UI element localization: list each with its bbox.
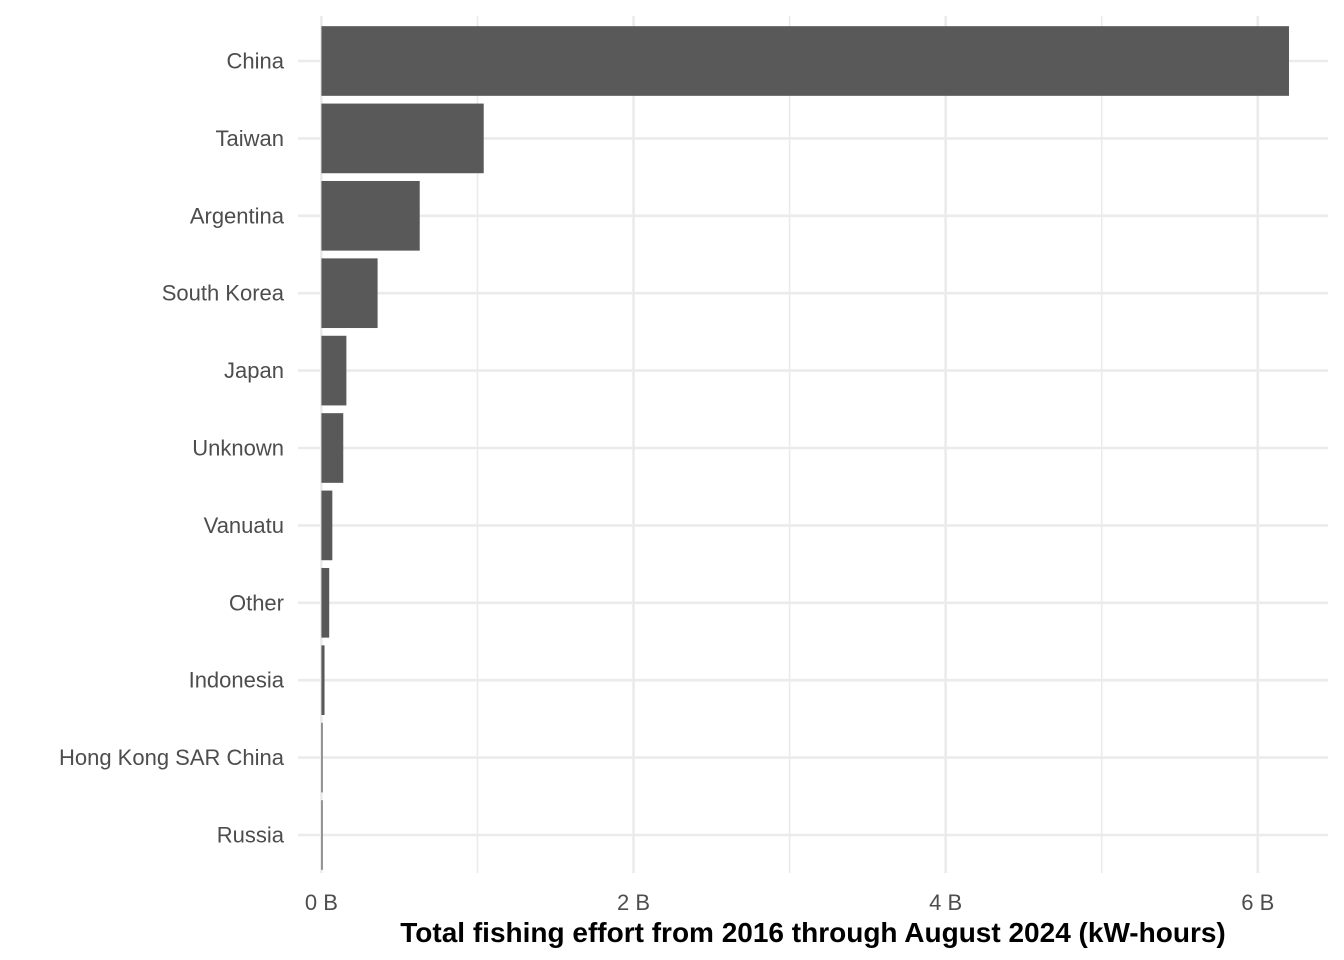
category-label: Taiwan <box>216 126 284 151</box>
x-tick-label: 4 B <box>929 890 962 915</box>
grid-lines <box>298 16 1328 873</box>
bar-south-korea <box>321 258 378 329</box>
bar-japan <box>321 335 347 406</box>
bar-argentina <box>321 180 420 251</box>
category-label: Russia <box>217 823 285 848</box>
category-labels: China Taiwan Argentina South Korea Japan Unkn… <box>59 49 285 848</box>
category-label: South Korea <box>162 281 285 306</box>
bars <box>321 26 1289 870</box>
bar-hong-kong-sar-china <box>321 722 323 793</box>
x-axis-title: Total fishing effort from 2016 through A… <box>400 917 1225 948</box>
category-label: Other <box>229 590 284 615</box>
bar-unknown <box>321 413 344 483</box>
category-label: Unknown <box>192 436 284 461</box>
x-tick-label: 0 B <box>305 890 338 915</box>
x-tick-label: 2 B <box>617 890 650 915</box>
category-label: Indonesia <box>189 668 285 693</box>
category-label: Japan <box>224 358 284 383</box>
bar-china <box>321 26 1289 96</box>
bar-vanuatu <box>321 490 333 561</box>
x-tick-label: 6 B <box>1241 890 1274 915</box>
bar-russia <box>321 800 323 870</box>
category-label: Argentina <box>190 203 285 228</box>
bar-taiwan <box>321 103 484 174</box>
x-tick-labels: 0 B 2 B 4 B 6 B <box>305 890 1274 915</box>
category-label: Hong Kong SAR China <box>59 745 285 770</box>
bar-other <box>321 567 330 638</box>
bar-indonesia <box>321 645 325 716</box>
category-label: China <box>227 49 285 74</box>
category-label: Vanuatu <box>204 513 284 538</box>
